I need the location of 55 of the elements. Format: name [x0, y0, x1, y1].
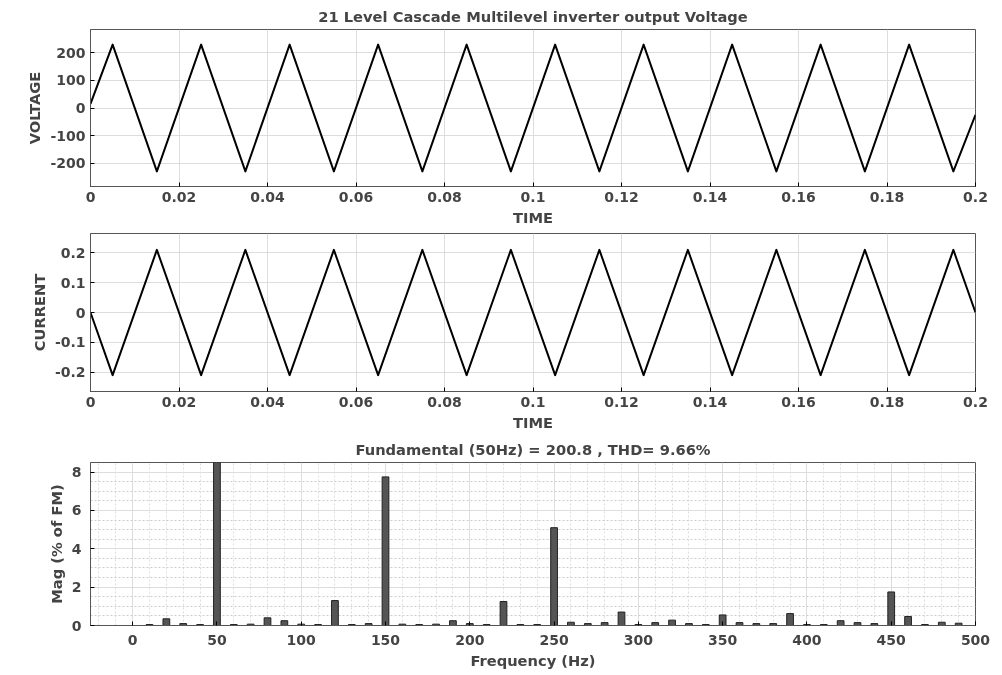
x-tick-label: 500: [960, 631, 991, 648]
x-tick-label: 200: [455, 631, 485, 648]
y-axis-title: CURRENT: [30, 273, 48, 352]
x-tick-label: 0.02: [161, 188, 197, 205]
x-tick-label: 150: [370, 631, 401, 648]
x-axis-title: TIME: [512, 413, 554, 431]
x-tick-label: 0.2: [963, 188, 988, 205]
x-tick-label: 0.14: [692, 188, 728, 205]
x-tick-label: 0.12: [604, 393, 639, 410]
y-tick-label: 8: [71, 464, 82, 481]
y-axis-title: VOLTAGE: [26, 71, 44, 145]
x-tick-label: 0.18: [869, 188, 905, 205]
chart-title: 21 Level Cascade Multilevel inverter output Voltage: [318, 7, 748, 25]
x-tick-label: 0.14: [692, 393, 728, 410]
y-tick-label: 0.1: [60, 274, 86, 291]
x-tick-label: 400: [792, 631, 822, 648]
y-tick-label: 6: [71, 502, 82, 519]
x-tick-label: 0.04: [250, 188, 286, 205]
y-tick-label: -200: [50, 155, 86, 172]
x-tick-label: 250: [539, 631, 569, 648]
x-tick-label: 0.1: [520, 188, 546, 205]
y-tick-label: 4: [71, 540, 82, 557]
x-tick-label: 0.06: [338, 393, 374, 410]
x-tick-label: 300: [623, 631, 654, 648]
x-axis-title: TIME: [512, 208, 554, 226]
y-axis-title: Mag (% of FM): [47, 484, 65, 604]
y-tick-label: 0: [75, 304, 86, 321]
x-tick-label: 0.12: [604, 188, 639, 205]
x-tick-label: 0.16: [781, 393, 816, 410]
x-tick-label: 0.08: [427, 393, 462, 410]
x-tick-label: 100: [286, 631, 317, 648]
line-series: [90, 43, 976, 173]
x-tick-label: 0.02: [161, 393, 197, 410]
x-tick-label: 50: [207, 631, 227, 648]
x-axis-title: Frequency (Hz): [470, 651, 596, 669]
y-tick-label: -0.1: [54, 334, 86, 351]
chart-title: Fundamental (50Hz) = 200.8 , THD= 9.66%: [355, 440, 711, 458]
x-tick-label: 450: [876, 631, 907, 648]
x-tick-label: 0: [127, 631, 138, 648]
x-tick-label: 350: [708, 631, 738, 648]
y-tick-label: 2: [71, 579, 82, 596]
x-tick-label: 0.06: [338, 188, 374, 205]
y-tick-label: 200: [56, 44, 86, 61]
x-tick-label: 0.08: [427, 188, 462, 205]
y-tick-label: -100: [50, 127, 86, 144]
x-tick-label: 0.2: [963, 393, 988, 410]
y-tick-label: 100: [56, 72, 86, 89]
y-tick-label: -0.2: [54, 364, 86, 381]
y-tick-label: 0: [71, 617, 82, 634]
x-tick-label: 0.04: [250, 393, 286, 410]
x-tick-label: 0.1: [520, 393, 546, 410]
y-tick-label: 0.2: [60, 244, 86, 261]
x-tick-label: 0.18: [869, 393, 905, 410]
y-tick-label: 0: [75, 100, 86, 116]
x-tick-label: 0.16: [781, 188, 816, 205]
